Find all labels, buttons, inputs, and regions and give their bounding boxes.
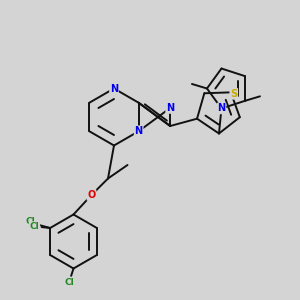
Text: Cl: Cl — [64, 278, 74, 286]
Text: N: N — [135, 126, 143, 136]
Text: O: O — [87, 190, 96, 200]
Text: S: S — [230, 89, 237, 99]
Text: N: N — [218, 103, 226, 113]
Text: N: N — [166, 103, 174, 113]
Text: Cl: Cl — [30, 222, 39, 231]
Text: N: N — [110, 83, 118, 94]
Text: Cl: Cl — [26, 217, 35, 226]
